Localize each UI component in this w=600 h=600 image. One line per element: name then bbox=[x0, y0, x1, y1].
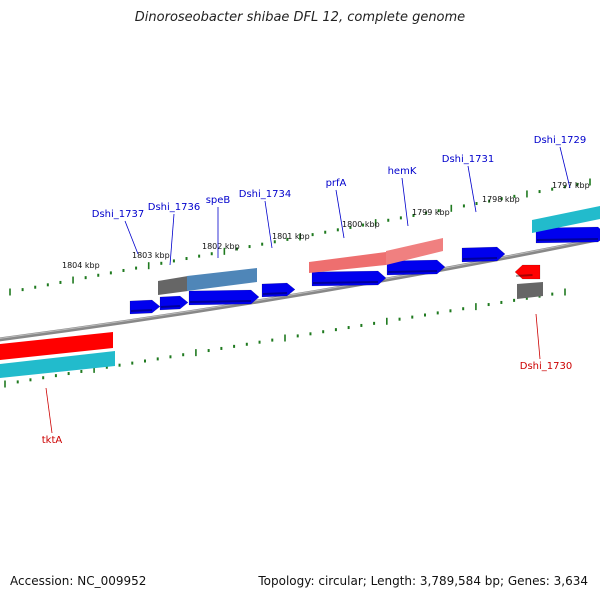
gene-cds-forward[interactable] bbox=[461, 246, 506, 263]
gene-cds-forward[interactable] bbox=[311, 270, 387, 287]
gene-band-tktA[interactable] bbox=[0, 332, 113, 360]
gene-label-leader bbox=[335, 189, 345, 239]
gene-cds-forward[interactable] bbox=[386, 259, 446, 276]
gene-label[interactable]: speB bbox=[206, 195, 231, 206]
gene-label-leader bbox=[559, 146, 571, 189]
gene-cds-forward-shadow bbox=[462, 257, 498, 260]
rna-band-forward[interactable] bbox=[532, 205, 600, 233]
gene-cds-forward-shadow bbox=[312, 281, 379, 284]
gene-band-hemK[interactable] bbox=[386, 238, 443, 265]
gene-cds-reverse-shadow bbox=[515, 274, 533, 277]
scale-label: 1804 kbp bbox=[62, 261, 100, 270]
gene-label-leader bbox=[264, 200, 273, 249]
scale-label: 1800 kbp bbox=[342, 220, 380, 229]
map-title: Dinoroseobacter shibae DFL 12, complete … bbox=[134, 10, 466, 25]
gene-band-prfA[interactable] bbox=[309, 252, 386, 273]
gene-cds-forward[interactable] bbox=[261, 282, 296, 298]
scale-label: 1802 kbp bbox=[202, 242, 240, 251]
scale-label: 1799 kbp bbox=[412, 208, 450, 217]
gene-cds-forward-shadow bbox=[262, 292, 288, 295]
gene-label-leader bbox=[401, 177, 409, 227]
pseudo-gene-reverse[interactable] bbox=[517, 282, 543, 299]
gene-cds-forward-shadow bbox=[160, 305, 181, 308]
gene-label[interactable]: Dshi_1736 bbox=[148, 202, 200, 213]
genome-summary: Topology: circular; Length: 3,789,584 bp… bbox=[258, 574, 588, 588]
gene-label[interactable]: Dshi_1734 bbox=[239, 189, 291, 200]
gene-cds-forward-shadow bbox=[387, 270, 438, 273]
accession-label: Accession: NC_009952 bbox=[10, 574, 147, 588]
genome-backbone-highlight bbox=[0, 237, 600, 339]
gene-label-leader bbox=[467, 165, 477, 213]
gene-label-leader bbox=[124, 220, 139, 255]
genome-backbone bbox=[0, 236, 600, 342]
gene-label[interactable]: tktA bbox=[42, 435, 63, 446]
gene-label[interactable]: Dshi_1730 bbox=[520, 361, 572, 372]
gene-label[interactable]: Dshi_1737 bbox=[92, 209, 144, 220]
scale-label: 1798 kbp bbox=[482, 195, 520, 204]
gene-label[interactable]: prfA bbox=[326, 178, 347, 189]
gene-band-speB[interactable] bbox=[187, 268, 257, 291]
gene-cds-forward[interactable] bbox=[188, 289, 260, 306]
gene-cds-forward[interactable] bbox=[129, 299, 161, 315]
gene-label-leader bbox=[169, 213, 175, 266]
gene-label[interactable]: Dshi_1731 bbox=[442, 154, 494, 165]
rna-band-reverse[interactable] bbox=[0, 351, 115, 378]
gene-label-leader bbox=[535, 313, 541, 360]
gene-label[interactable]: Dshi_1729 bbox=[534, 135, 586, 146]
pseudo-gene-band[interactable] bbox=[158, 276, 188, 295]
scale-label: 1803 kbp bbox=[132, 251, 170, 260]
gene-cds-reverse[interactable] bbox=[514, 264, 541, 280]
gene-cds-forward[interactable] bbox=[535, 226, 600, 244]
gene-label[interactable]: hemK bbox=[388, 166, 417, 177]
scale-label: 1797 kbp bbox=[552, 181, 590, 190]
gene-cds-forward-shadow bbox=[536, 238, 599, 241]
gene-label-leader bbox=[45, 387, 53, 434]
scale-label: 1801 kbp bbox=[272, 232, 310, 241]
gene-cds-forward[interactable] bbox=[159, 295, 189, 311]
gene-cds-forward-shadow bbox=[189, 300, 252, 303]
gene-cds-forward-shadow bbox=[130, 309, 153, 312]
